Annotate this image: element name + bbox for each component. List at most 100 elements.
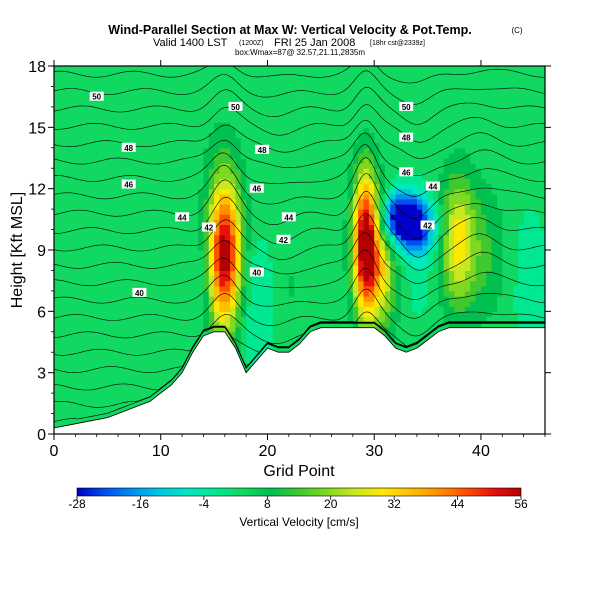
velocity-cell bbox=[331, 127, 338, 134]
velocity-cell bbox=[406, 66, 413, 72]
velocity-cell bbox=[336, 173, 343, 180]
velocity-cell bbox=[336, 81, 343, 88]
velocity-cell bbox=[128, 347, 135, 353]
velocity-cell bbox=[395, 188, 402, 195]
velocity-cell bbox=[171, 66, 178, 72]
velocity-cell bbox=[272, 326, 279, 333]
velocity-cell bbox=[91, 147, 98, 154]
velocity-cell bbox=[192, 198, 199, 205]
velocity-cell bbox=[379, 250, 386, 256]
velocity-cell bbox=[374, 311, 381, 318]
velocity-cell bbox=[102, 183, 108, 190]
velocity-cell bbox=[384, 224, 391, 231]
velocity-cell bbox=[59, 193, 66, 200]
velocity-cell bbox=[75, 66, 82, 72]
velocity-cell bbox=[166, 250, 173, 256]
velocity-cell bbox=[320, 168, 327, 174]
velocity-cell bbox=[240, 306, 247, 312]
velocity-cell bbox=[203, 81, 210, 88]
velocity-cell bbox=[107, 301, 114, 307]
velocity-cell bbox=[347, 255, 354, 261]
velocity-cell bbox=[390, 66, 397, 72]
velocity-cell bbox=[123, 229, 130, 236]
velocity-cell bbox=[411, 290, 418, 297]
velocity-cell bbox=[128, 106, 135, 113]
velocity-cell bbox=[358, 122, 365, 128]
velocity-cell bbox=[326, 219, 333, 226]
velocity-cell bbox=[171, 163, 178, 169]
velocity-cell bbox=[230, 321, 237, 328]
velocity-cell bbox=[336, 76, 343, 82]
velocity-cell bbox=[278, 183, 285, 190]
velocity-cell bbox=[96, 152, 103, 159]
velocity-cell bbox=[246, 229, 253, 236]
velocity-cell bbox=[347, 193, 354, 200]
velocity-cell bbox=[75, 244, 82, 251]
velocity-cell bbox=[118, 280, 124, 287]
velocity-cell bbox=[166, 101, 173, 108]
velocity-cell bbox=[112, 270, 119, 277]
velocity-cell bbox=[128, 188, 135, 195]
velocity-cell bbox=[75, 127, 82, 134]
velocity-cell bbox=[219, 117, 226, 123]
velocity-cell bbox=[224, 306, 231, 312]
velocity-cell bbox=[219, 86, 226, 93]
velocity-cell bbox=[320, 81, 327, 88]
velocity-cell bbox=[187, 296, 194, 302]
velocity-cell bbox=[208, 234, 215, 241]
velocity-cell bbox=[288, 132, 295, 139]
velocity-cell bbox=[278, 71, 285, 77]
velocity-cell bbox=[363, 209, 370, 215]
velocity-cell bbox=[91, 244, 98, 251]
velocity-cell bbox=[246, 198, 253, 205]
velocity-cell bbox=[374, 183, 381, 190]
velocity-cell bbox=[171, 336, 178, 343]
velocity-cell bbox=[150, 393, 157, 399]
velocity-cell bbox=[118, 117, 124, 123]
velocity-cell bbox=[224, 66, 231, 72]
velocity-cell bbox=[230, 255, 237, 261]
velocity-cell bbox=[358, 285, 365, 292]
velocity-cell bbox=[358, 147, 365, 154]
velocity-cell bbox=[246, 81, 253, 88]
velocity-cell bbox=[118, 152, 124, 159]
velocity-cell bbox=[192, 152, 199, 159]
velocity-cell bbox=[54, 158, 60, 164]
velocity-cell bbox=[283, 178, 290, 185]
velocity-cell bbox=[288, 101, 295, 108]
velocity-cell bbox=[336, 127, 343, 134]
velocity-cell bbox=[299, 163, 306, 169]
velocity-cell bbox=[283, 331, 290, 338]
velocity-cell bbox=[363, 193, 370, 200]
velocity-cell bbox=[160, 331, 167, 338]
velocity-cell bbox=[230, 306, 237, 312]
velocity-cell bbox=[144, 229, 151, 236]
velocity-cell bbox=[251, 316, 258, 323]
velocity-cell bbox=[406, 321, 413, 328]
velocity-cell bbox=[134, 347, 140, 353]
velocity-cell bbox=[107, 147, 114, 154]
velocity-cell bbox=[358, 224, 365, 231]
velocity-cell bbox=[395, 270, 402, 277]
velocity-cell bbox=[144, 342, 151, 348]
velocity-cell bbox=[203, 193, 210, 200]
velocity-cell bbox=[59, 127, 66, 134]
velocity-cell bbox=[192, 147, 199, 154]
velocity-cell bbox=[208, 214, 215, 220]
velocity-cell bbox=[272, 198, 279, 205]
velocity-cell bbox=[347, 178, 354, 185]
velocity-cell bbox=[384, 127, 391, 134]
velocity-cell bbox=[182, 321, 189, 328]
velocity-cell bbox=[320, 76, 327, 82]
velocity-cell bbox=[118, 229, 124, 236]
velocity-cell bbox=[320, 183, 327, 190]
velocity-cell bbox=[310, 260, 317, 266]
velocity-cell bbox=[342, 229, 349, 236]
velocity-cell bbox=[230, 301, 237, 307]
velocity-cell bbox=[352, 301, 359, 307]
velocity-cell bbox=[70, 362, 76, 369]
velocity-cell bbox=[251, 71, 258, 77]
velocity-cell bbox=[59, 204, 66, 210]
velocity-cell bbox=[112, 388, 119, 394]
